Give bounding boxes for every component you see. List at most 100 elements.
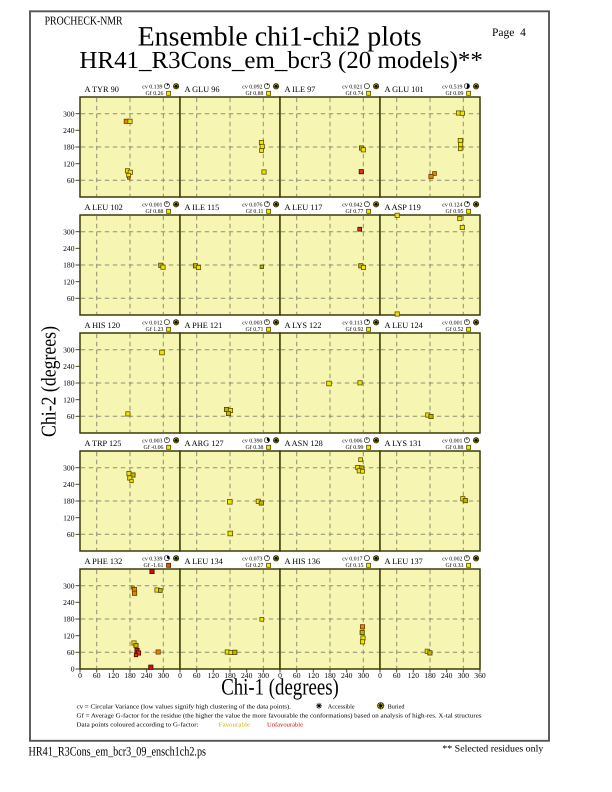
svg-text:120: 120 bbox=[308, 671, 320, 680]
svg-text:A ASN 128: A ASN 128 bbox=[285, 439, 323, 448]
svg-text:240: 240 bbox=[241, 671, 253, 680]
svg-text:Gf 0.71: Gf 0.71 bbox=[246, 326, 264, 333]
svg-text:cv 0.042: cv 0.042 bbox=[342, 202, 362, 208]
svg-text:cv 0.092: cv 0.092 bbox=[242, 84, 262, 90]
svg-text:240: 240 bbox=[63, 362, 75, 371]
svg-text:A TRP 125: A TRP 125 bbox=[85, 439, 122, 448]
svg-text:240: 240 bbox=[63, 126, 75, 135]
svg-text:A ILE 97: A ILE 97 bbox=[285, 85, 316, 94]
svg-text:cv 0.017: cv 0.017 bbox=[342, 556, 362, 562]
svg-text:0: 0 bbox=[71, 665, 75, 674]
svg-text:180: 180 bbox=[63, 615, 75, 624]
svg-text:60: 60 bbox=[67, 294, 75, 303]
svg-text:Gf 0.11: Gf 0.11 bbox=[246, 208, 264, 215]
svg-text:PROCHECK-NMR: PROCHECK-NMR bbox=[45, 14, 123, 28]
svg-text:cv 0.076: cv 0.076 bbox=[242, 202, 262, 208]
svg-text:60: 60 bbox=[93, 671, 101, 680]
svg-text:60: 60 bbox=[67, 176, 75, 185]
svg-text:120: 120 bbox=[108, 671, 120, 680]
svg-text:Gf 1.23: Gf 1.23 bbox=[146, 326, 164, 333]
svg-text:120: 120 bbox=[63, 159, 75, 168]
svg-text:Accessible: Accessible bbox=[328, 703, 355, 710]
svg-text:60: 60 bbox=[393, 671, 401, 680]
svg-text:240: 240 bbox=[341, 671, 353, 680]
svg-text:Gf 0.88: Gf 0.88 bbox=[146, 208, 164, 215]
svg-text:Buried: Buried bbox=[388, 703, 406, 710]
svg-text:A PHE 121: A PHE 121 bbox=[185, 321, 223, 330]
svg-text:cv 0.339: cv 0.339 bbox=[142, 556, 162, 562]
svg-text:A TYR 90: A TYR 90 bbox=[85, 85, 119, 94]
svg-text:A LEU 137: A LEU 137 bbox=[385, 557, 423, 566]
svg-text:300: 300 bbox=[158, 671, 170, 680]
svg-text:180: 180 bbox=[324, 671, 336, 680]
svg-text:Gf 0.33: Gf 0.33 bbox=[446, 562, 464, 569]
svg-text:Gf 0.95: Gf 0.95 bbox=[446, 208, 464, 215]
svg-text:300: 300 bbox=[458, 671, 470, 680]
svg-text:A LYS 131: A LYS 131 bbox=[385, 439, 422, 448]
svg-text:cv 0.113: cv 0.113 bbox=[342, 320, 362, 326]
svg-text:cv 0.390: cv 0.390 bbox=[242, 438, 262, 444]
svg-text:Gf -0.06: Gf -0.06 bbox=[144, 444, 164, 451]
svg-text:120: 120 bbox=[408, 671, 420, 680]
svg-text:300: 300 bbox=[358, 671, 370, 680]
svg-text:120: 120 bbox=[63, 395, 75, 404]
svg-text:180: 180 bbox=[63, 143, 75, 152]
svg-text:Gf 0.15: Gf 0.15 bbox=[346, 562, 364, 569]
svg-text:0: 0 bbox=[378, 671, 382, 680]
svg-text:cv 0.139: cv 0.139 bbox=[142, 84, 162, 90]
svg-text:300: 300 bbox=[63, 581, 75, 590]
svg-text:Data points coloured according: Data points coloured according to G-fact… bbox=[77, 721, 199, 728]
svg-text:Gf 0.92: Gf 0.92 bbox=[346, 326, 364, 333]
svg-text:300: 300 bbox=[63, 227, 75, 236]
svg-text:60: 60 bbox=[67, 412, 75, 421]
svg-text:Favourable: Favourable bbox=[219, 721, 251, 728]
svg-text:Gf 0.52: Gf 0.52 bbox=[446, 326, 464, 333]
svg-text:120: 120 bbox=[63, 277, 75, 286]
svg-text:Gf 0.27: Gf 0.27 bbox=[246, 562, 264, 569]
svg-text:300: 300 bbox=[63, 109, 75, 118]
svg-text:cv 0.001: cv 0.001 bbox=[442, 438, 462, 444]
svg-text:Gf 0.88: Gf 0.88 bbox=[246, 90, 264, 97]
svg-text:180: 180 bbox=[63, 497, 75, 506]
svg-text:** Selected residues only: ** Selected residues only bbox=[442, 745, 543, 755]
svg-text:HR41_R3Cons_em_bcr3_09_ensch1c: HR41_R3Cons_em_bcr3_09_ensch1ch2.ps bbox=[29, 744, 207, 759]
svg-text:cv 0.124: cv 0.124 bbox=[442, 202, 462, 208]
svg-text:A LYS 122: A LYS 122 bbox=[285, 321, 322, 330]
svg-text:A HIS 120: A HIS 120 bbox=[85, 321, 121, 330]
svg-text:cv 0.012: cv 0.012 bbox=[142, 320, 162, 326]
svg-text:Gf 0.77: Gf 0.77 bbox=[346, 208, 364, 215]
svg-text:A GLU 96: A GLU 96 bbox=[185, 85, 220, 94]
svg-text:Page 4: Page 4 bbox=[492, 27, 526, 39]
svg-text:120: 120 bbox=[208, 671, 220, 680]
svg-text:A LEU 134: A LEU 134 bbox=[185, 557, 224, 566]
svg-text:360: 360 bbox=[474, 671, 486, 680]
svg-text:Gf 0.99: Gf 0.99 bbox=[346, 444, 364, 451]
svg-text:60: 60 bbox=[67, 530, 75, 539]
svg-text:cv 0.001: cv 0.001 bbox=[442, 320, 462, 326]
svg-text:300: 300 bbox=[63, 463, 75, 472]
svg-text:0: 0 bbox=[178, 671, 182, 680]
svg-text:300: 300 bbox=[63, 345, 75, 354]
svg-text:240: 240 bbox=[63, 480, 75, 489]
svg-text:180: 180 bbox=[224, 671, 236, 680]
svg-text:Ensemble chi1-chi2 plots: Ensemble chi1-chi2 plots bbox=[138, 22, 422, 53]
svg-text:Gf -1.61: Gf -1.61 bbox=[144, 562, 164, 569]
svg-text:A GLU 101: A GLU 101 bbox=[385, 85, 424, 94]
svg-text:Chi-1 (degrees): Chi-1 (degrees) bbox=[221, 675, 339, 701]
svg-text:cv 0.519: cv 0.519 bbox=[442, 84, 462, 90]
svg-text:cv = Circular Variance (low va: cv = Circular Variance (low values signi… bbox=[77, 703, 292, 710]
svg-text:cv 0.073: cv 0.073 bbox=[242, 556, 262, 562]
svg-text:60: 60 bbox=[293, 671, 301, 680]
svg-text:cv 0.001: cv 0.001 bbox=[142, 202, 162, 208]
svg-text:Gf 0.74: Gf 0.74 bbox=[346, 90, 364, 97]
svg-text:A LEU 102: A LEU 102 bbox=[85, 203, 123, 212]
svg-text:180: 180 bbox=[124, 671, 136, 680]
svg-text:A LEU 117: A LEU 117 bbox=[285, 203, 323, 212]
svg-text:120: 120 bbox=[63, 631, 75, 640]
svg-text:180: 180 bbox=[63, 379, 75, 388]
svg-text:Chi-2 (degrees): Chi-2 (degrees) bbox=[37, 326, 61, 437]
svg-text:240: 240 bbox=[63, 598, 75, 607]
svg-text:240: 240 bbox=[141, 671, 153, 680]
svg-text:Gf 0.38: Gf 0.38 bbox=[246, 444, 264, 451]
svg-text:cv 0.003: cv 0.003 bbox=[142, 438, 162, 444]
